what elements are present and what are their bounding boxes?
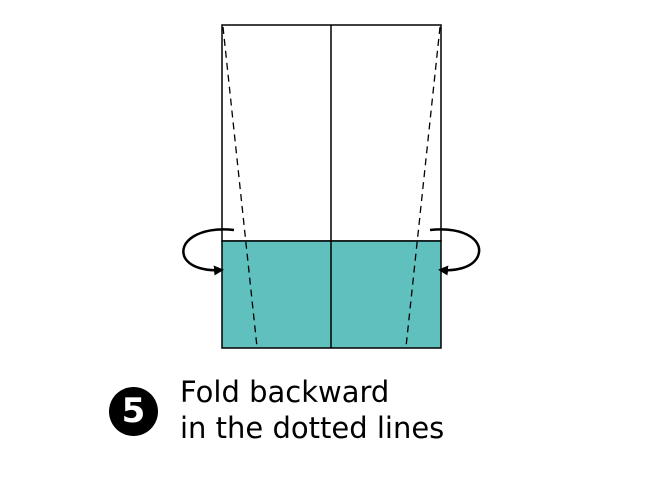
left-dotted-fold-line: [222, 26, 258, 348]
right-dotted-fold-line: [405, 26, 441, 348]
step-number-badge: 5: [109, 387, 158, 436]
curved-arrow-left-icon: [182, 228, 235, 276]
instruction-line-1: Fold backward: [180, 375, 390, 409]
curved-arrow-right-icon: [429, 228, 481, 276]
step-instruction: Fold backward in the dotted lines: [180, 374, 600, 446]
instruction-line-2: in the dotted lines: [180, 411, 445, 445]
